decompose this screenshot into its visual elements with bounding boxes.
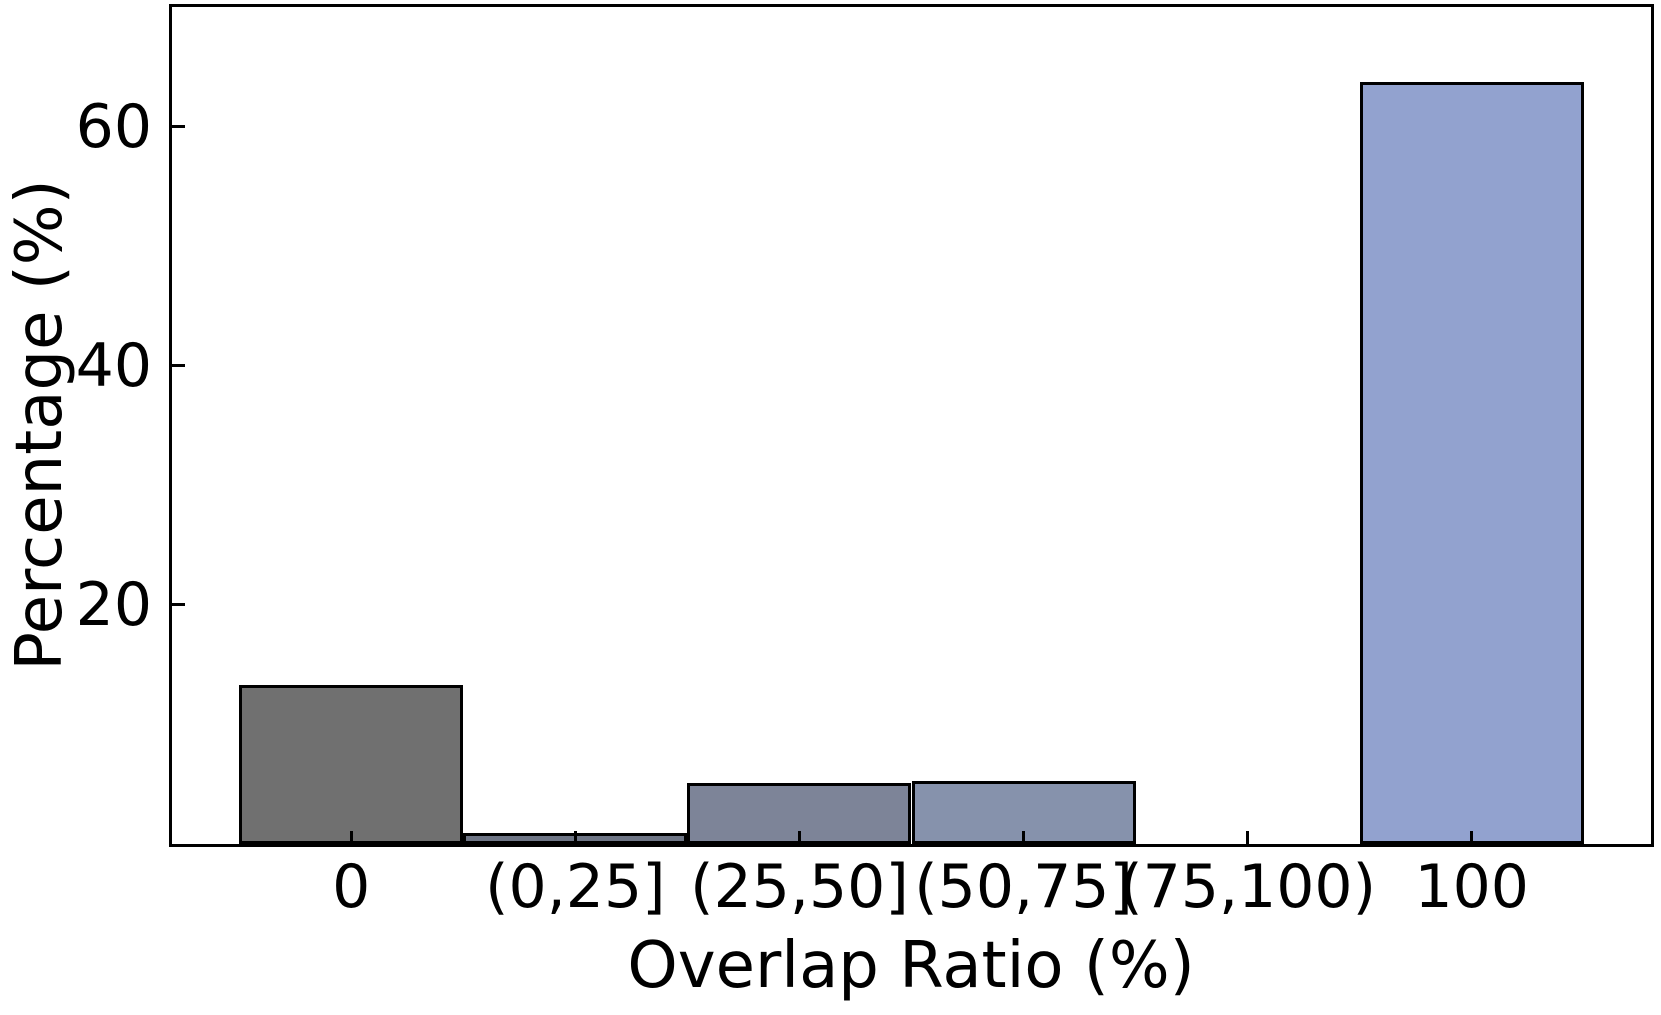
bar-0: [239, 684, 464, 844]
y-tick-label-20: 20: [75, 569, 152, 640]
plot-area: [169, 4, 1654, 847]
x-tick-label-(25,50]: (25,50]: [690, 852, 909, 922]
y-tick-label-60: 60: [75, 91, 152, 162]
x-tick-label-(75,100): (75,100): [1119, 852, 1377, 922]
x-tick-(0,25]: [573, 831, 577, 844]
x-tick-100: [1470, 831, 1474, 844]
y-tick-20: [172, 603, 185, 607]
x-axis-label: Overlap Ratio (%): [627, 929, 1195, 1003]
x-tick-label-(50,75]: (50,75]: [914, 852, 1133, 922]
x-tick-label-100: 100: [1414, 852, 1529, 922]
x-tick-label-0: 0: [332, 852, 371, 922]
x-tick-(25,50]: [797, 831, 801, 844]
y-tick-60: [172, 125, 185, 129]
x-tick-(75,100): [1246, 831, 1250, 844]
x-tick-(50,75]: [1022, 831, 1026, 844]
x-tick-0: [349, 831, 353, 844]
y-tick-40: [172, 364, 185, 368]
y-tick-label-40: 40: [75, 330, 152, 401]
bar-100: [1359, 82, 1584, 844]
x-tick-label-(0,25]: (0,25]: [485, 852, 666, 922]
